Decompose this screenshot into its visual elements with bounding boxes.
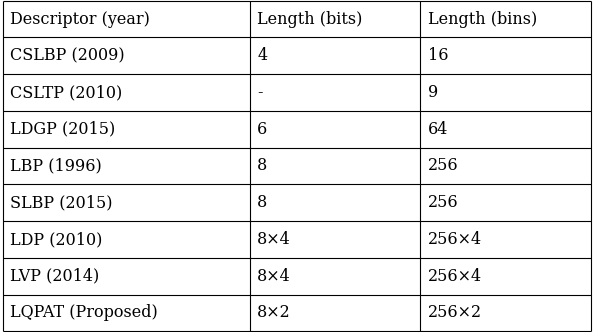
Text: CSLBP (2009): CSLBP (2009) bbox=[10, 47, 125, 64]
Text: 256: 256 bbox=[428, 194, 458, 211]
Text: Descriptor (year): Descriptor (year) bbox=[10, 11, 150, 28]
Text: 8×4: 8×4 bbox=[257, 268, 291, 285]
Text: 6: 6 bbox=[257, 121, 267, 138]
Text: Length (bins): Length (bins) bbox=[428, 11, 537, 28]
Text: 8: 8 bbox=[257, 157, 267, 175]
Text: 9: 9 bbox=[428, 84, 438, 101]
Text: 8×2: 8×2 bbox=[257, 304, 291, 321]
Text: Length (bits): Length (bits) bbox=[257, 11, 362, 28]
Text: LQPAT (Proposed): LQPAT (Proposed) bbox=[10, 304, 158, 321]
Text: 8×4: 8×4 bbox=[257, 231, 291, 248]
Text: 4: 4 bbox=[257, 47, 267, 64]
Text: -: - bbox=[257, 84, 263, 101]
Text: LDP (2010): LDP (2010) bbox=[10, 231, 103, 248]
Text: 256×4: 256×4 bbox=[428, 268, 482, 285]
Text: 256: 256 bbox=[428, 157, 458, 175]
Text: LBP (1996): LBP (1996) bbox=[10, 157, 102, 175]
Text: CSLTP (2010): CSLTP (2010) bbox=[10, 84, 122, 101]
Text: 256×4: 256×4 bbox=[428, 231, 482, 248]
Text: 64: 64 bbox=[428, 121, 448, 138]
Text: 16: 16 bbox=[428, 47, 448, 64]
Text: LDGP (2015): LDGP (2015) bbox=[10, 121, 115, 138]
Text: LVP (2014): LVP (2014) bbox=[10, 268, 99, 285]
Text: SLBP (2015): SLBP (2015) bbox=[10, 194, 113, 211]
Text: 8: 8 bbox=[257, 194, 267, 211]
Text: 256×2: 256×2 bbox=[428, 304, 482, 321]
